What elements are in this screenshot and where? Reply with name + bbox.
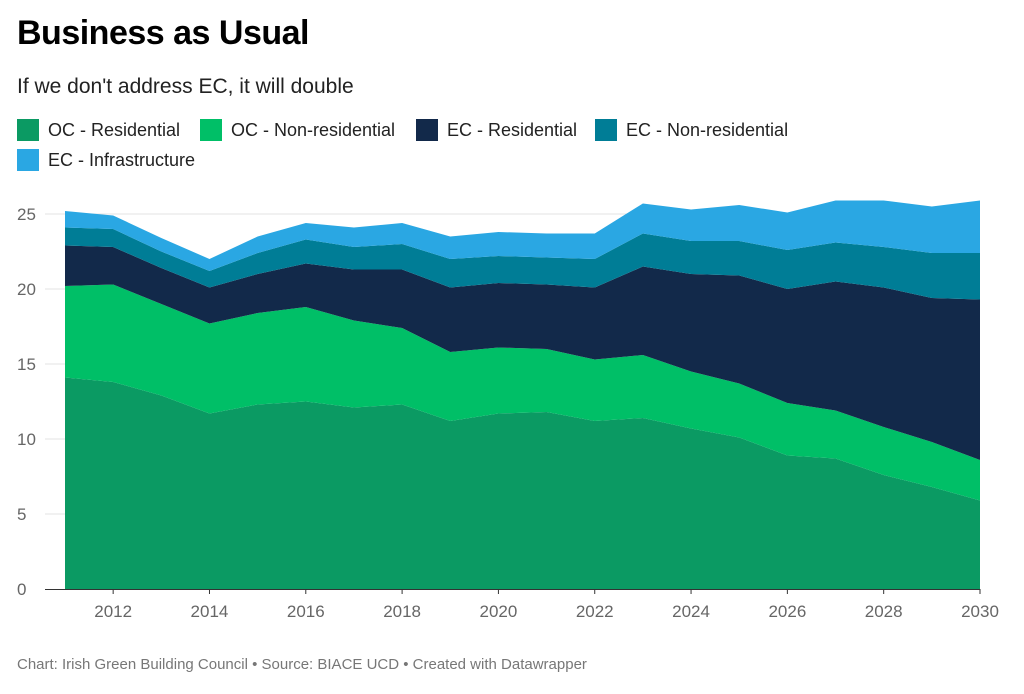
x-tick-label: 2022 (576, 602, 614, 621)
x-tick-label: 2028 (865, 602, 903, 621)
y-tick-label: 0 (17, 580, 26, 599)
axes: 0 5 10 15 20 25 2012 2014 2016 2018 2020 2022 2024 20… (17, 205, 999, 621)
x-tick-label: 2018 (383, 602, 421, 621)
legend-swatch-ec-infrastructure (17, 149, 39, 171)
legend-label-oc-residential: OC - Residential (48, 119, 181, 140)
area-ec-infrastructure (65, 200, 980, 271)
legend-swatch-ec-non-residential (595, 119, 617, 141)
legend-item-ec-non-residential: EC - Non-residential (595, 119, 788, 141)
area-oc-non-residential (65, 284, 980, 501)
x-tick-label: 2030 (961, 602, 999, 621)
legend-label-ec-residential: EC - Residential (447, 119, 578, 140)
x-tick-label: 2012 (94, 602, 132, 621)
x-tick-label: 2026 (768, 602, 806, 621)
y-tick-label: 20 (17, 280, 36, 299)
y-tick-label: 10 (17, 430, 36, 449)
legend-label-oc-non-residential: OC - Non-residential (231, 119, 396, 140)
legend-item-oc-non-residential: OC - Non-residential (200, 119, 395, 141)
legend-swatch-oc-residential (17, 119, 39, 141)
legend-label-ec-non-residential: EC - Non-residential (626, 119, 789, 140)
x-tick-label: 2020 (480, 602, 518, 621)
legend-item-ec-residential: EC - Residential (416, 119, 577, 141)
legend-swatch-oc-non-residential (200, 119, 222, 141)
x-tick-label: 2016 (287, 602, 325, 621)
chart-subtitle: If we don't address EC, it will double (17, 75, 354, 98)
legend-item-ec-infrastructure: EC - Infrastructure (17, 149, 195, 171)
legend-label-ec-infrastructure: EC - Infrastructure (48, 149, 196, 170)
area-ec-residential (65, 245, 980, 460)
area-oc-residential (65, 377, 980, 589)
y-tick-label: 5 (17, 505, 26, 524)
chart-footer: Chart: Irish Green Building Council • So… (17, 656, 587, 673)
y-tick-label: 25 (17, 205, 36, 224)
legend-swatch-ec-residential (416, 119, 438, 141)
chart-title: Business as Usual (17, 14, 309, 52)
area-series (65, 200, 980, 589)
area-ec-non-residential (65, 227, 980, 300)
x-tick-label: 2024 (672, 602, 710, 621)
legend-item-oc-residential: OC - Residential (17, 119, 180, 141)
y-tick-label: 15 (17, 355, 36, 374)
x-tick-label: 2014 (191, 602, 229, 621)
